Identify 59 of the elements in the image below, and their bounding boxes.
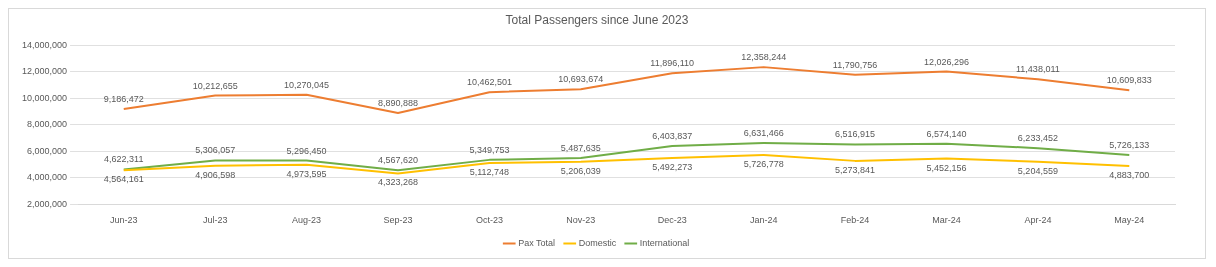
legend-label: International <box>639 237 690 248</box>
data-label: 6,631,466 <box>743 127 784 138</box>
data-label: 6,403,837 <box>652 130 693 141</box>
x-tick-label: Jun-23 <box>109 215 138 226</box>
data-label: 5,206,039 <box>560 165 601 176</box>
chart-title: Total Passengers since June 2023 <box>505 12 689 27</box>
data-label: 5,487,635 <box>560 143 601 154</box>
data-label: 6,233,452 <box>1017 133 1058 144</box>
data-label: 5,349,753 <box>469 144 510 155</box>
x-tick-label: Dec-23 <box>657 215 687 226</box>
x-tick-label: Nov-23 <box>566 215 596 226</box>
x-tick-label: May-24 <box>1114 215 1145 226</box>
data-label: 5,492,273 <box>652 161 693 172</box>
data-label: 6,516,915 <box>835 129 876 140</box>
x-tick-label: Jan-24 <box>749 215 778 226</box>
data-label: 6,574,140 <box>926 128 967 139</box>
data-label: 10,462,501 <box>466 77 512 88</box>
data-label: 4,906,598 <box>195 169 236 180</box>
y-tick-label: 14,000,000 <box>22 39 68 50</box>
legend-label: Domestic <box>578 237 617 248</box>
y-tick-label: 8,000,000 <box>27 119 68 130</box>
data-label: 11,790,756 <box>832 59 878 70</box>
x-tick-label: Aug-23 <box>292 215 322 226</box>
data-label: 8,890,888 <box>377 97 419 108</box>
data-label: 5,273,841 <box>835 164 876 175</box>
data-label: 12,026,296 <box>923 56 969 67</box>
x-tick-label: Mar-24 <box>932 215 961 226</box>
data-label: 4,323,268 <box>377 177 419 188</box>
y-tick-label: 6,000,000 <box>27 145 68 156</box>
data-label: 11,896,110 <box>650 58 695 69</box>
y-tick-label: 4,000,000 <box>27 172 68 183</box>
data-label: 10,212,655 <box>192 80 238 91</box>
data-label: 4,564,161 <box>103 174 144 185</box>
data-label: 4,973,595 <box>286 168 327 179</box>
legend-label: Pax Total <box>518 237 556 248</box>
data-label: 4,567,620 <box>377 155 419 166</box>
data-label: 12,358,244 <box>741 52 787 63</box>
data-label: 10,270,045 <box>284 79 330 90</box>
data-label: 4,883,700 <box>1109 170 1150 181</box>
y-tick-label: 2,000,000 <box>27 198 68 209</box>
data-label: 5,452,156 <box>926 162 967 173</box>
data-label: 10,693,674 <box>558 74 604 85</box>
x-tick-label: Oct-23 <box>475 215 503 226</box>
data-label: 10,609,833 <box>1106 75 1152 86</box>
data-label: 4,622,311 <box>104 154 144 165</box>
data-label: 5,726,778 <box>743 158 784 169</box>
data-label: 5,204,559 <box>1017 165 1058 176</box>
x-tick-label: Apr-24 <box>1024 215 1052 226</box>
data-label: 11,438,011 <box>1016 64 1060 75</box>
data-label: 5,296,450 <box>286 145 327 156</box>
data-label: 5,112,748 <box>469 166 510 177</box>
x-tick-label: Jul-23 <box>202 215 228 226</box>
data-label: 9,186,472 <box>103 94 144 105</box>
y-tick-label: 10,000,000 <box>22 92 68 103</box>
y-tick-label: 12,000,000 <box>22 66 68 77</box>
data-label: 5,726,133 <box>1109 139 1150 150</box>
x-tick-label: Feb-24 <box>840 215 870 226</box>
data-label: 5,306,057 <box>195 145 236 156</box>
x-tick-label: Sep-23 <box>383 215 413 226</box>
